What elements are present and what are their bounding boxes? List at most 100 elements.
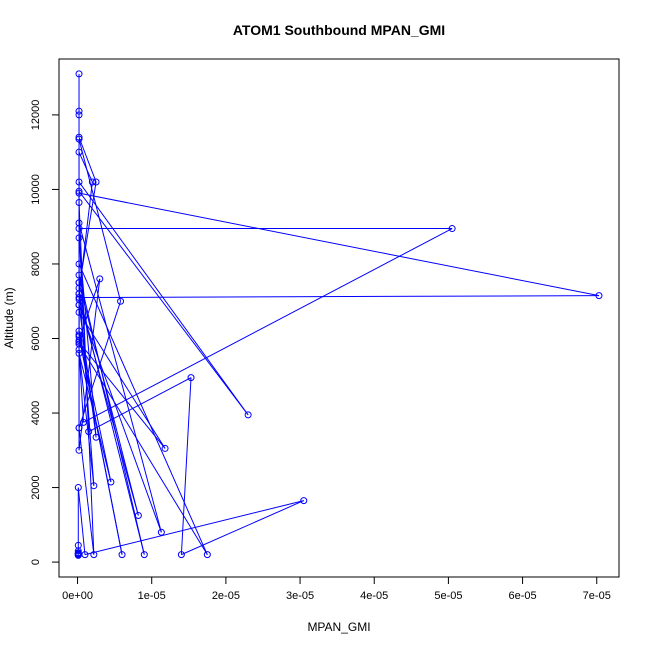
data-point: [75, 340, 83, 348]
data-point: [75, 189, 83, 197]
series-segment: [78, 301, 122, 429]
data-point: [75, 198, 83, 206]
series-segment: [78, 349, 95, 486]
data-point: [75, 178, 83, 186]
series-segment: [78, 190, 249, 416]
data-point: [92, 178, 100, 186]
series-segment: [78, 275, 145, 555]
y-tick-label: 0: [30, 559, 42, 565]
series-segment: [78, 181, 249, 416]
data-point: [244, 411, 252, 419]
data-point: [75, 70, 83, 78]
series-segment: [79, 295, 599, 299]
data-point: [75, 271, 83, 279]
series-segment: [78, 202, 95, 555]
data-point: [161, 444, 169, 452]
series-segment: [78, 349, 84, 423]
y-tick-label: 4000: [30, 401, 42, 425]
series-segment: [78, 263, 208, 555]
data-point: [75, 148, 83, 156]
data-series: [74, 70, 603, 559]
series-segment: [78, 299, 139, 516]
data-point: [90, 551, 98, 559]
series-segment: [78, 192, 600, 297]
data-point: [177, 551, 185, 559]
plot-frame: [58, 58, 620, 578]
data-point: [92, 433, 100, 441]
x-axis: 0e+00 1e-05 2e-05 3e-05 4e-05 5e-05 6e-05 7e-05: [62, 576, 611, 602]
data-point: [187, 374, 195, 382]
data-point: [75, 187, 83, 195]
series-segment: [78, 341, 166, 449]
series-segment: [78, 304, 97, 438]
data-point: [75, 284, 83, 292]
series-segment: [78, 137, 97, 183]
data-point: [75, 349, 83, 357]
data-point: [79, 418, 87, 426]
series-segment: [78, 304, 162, 533]
data-point: [140, 551, 148, 559]
data-point: [75, 333, 83, 341]
data-point: [75, 135, 83, 143]
data-point: [75, 301, 83, 309]
data-point: [75, 331, 83, 339]
series-segment: [78, 343, 208, 555]
data-point: [75, 234, 83, 242]
data-point: [448, 225, 456, 233]
y-tick-label: 10000: [30, 174, 42, 205]
data-point: [595, 292, 603, 300]
x-tick-label: 2e-05: [212, 590, 240, 602]
chart-title: ATOM1 Southbound MPAN_GMI: [233, 22, 445, 38]
data-point: [75, 294, 83, 302]
data-point: [75, 111, 83, 119]
data-point: [75, 219, 83, 227]
data-point: [117, 297, 125, 305]
data-point: [74, 541, 82, 549]
y-tick-label: 2000: [30, 475, 42, 499]
data-point: [75, 133, 83, 141]
data-point: [74, 484, 82, 492]
series-segment: [88, 377, 192, 433]
series-segment: [78, 151, 93, 183]
y-axis-label: Altitude (m): [2, 287, 16, 348]
x-tick-label: 0e+00: [62, 590, 93, 602]
series-segment: [83, 228, 453, 423]
data-point: [157, 528, 165, 536]
y-tick-label: 8000: [30, 252, 42, 276]
data-point: [134, 512, 142, 520]
data-point: [85, 428, 93, 436]
data-point: [300, 497, 308, 505]
series-segment: [181, 500, 304, 556]
data-point: [75, 260, 83, 268]
series-segment: [180, 377, 192, 555]
y-tick-label: 12000: [30, 100, 42, 131]
data-point: [74, 549, 82, 557]
data-point: [118, 551, 126, 559]
data-point: [81, 551, 89, 559]
x-tick-label: 3e-05: [286, 590, 314, 602]
data-point: [75, 446, 83, 454]
data-point: [107, 478, 115, 486]
y-axis: 0 2000 4000 6000 8000 10000 12000: [30, 100, 60, 565]
x-tick-label: 4e-05: [360, 590, 388, 602]
data-point: [75, 308, 83, 316]
series-segment: [77, 487, 86, 555]
data-point: [88, 178, 96, 186]
series-segment: [78, 222, 162, 533]
series-segment: [78, 181, 97, 289]
x-axis-label: MPAN_GMI: [307, 620, 370, 634]
data-point: [96, 275, 104, 283]
x-tick-label: 5e-05: [434, 590, 462, 602]
data-point: [90, 482, 98, 490]
series-segment: [84, 500, 304, 556]
x-tick-label: 1e-05: [138, 590, 166, 602]
data-point: [203, 551, 211, 559]
data-point: [75, 424, 83, 432]
y-tick-label: 6000: [30, 326, 42, 350]
series-segment: [78, 282, 139, 516]
data-point: [75, 107, 83, 115]
series-segment: [78, 330, 112, 483]
series-segment: [78, 278, 101, 451]
x-tick-label: 6e-05: [509, 590, 537, 602]
